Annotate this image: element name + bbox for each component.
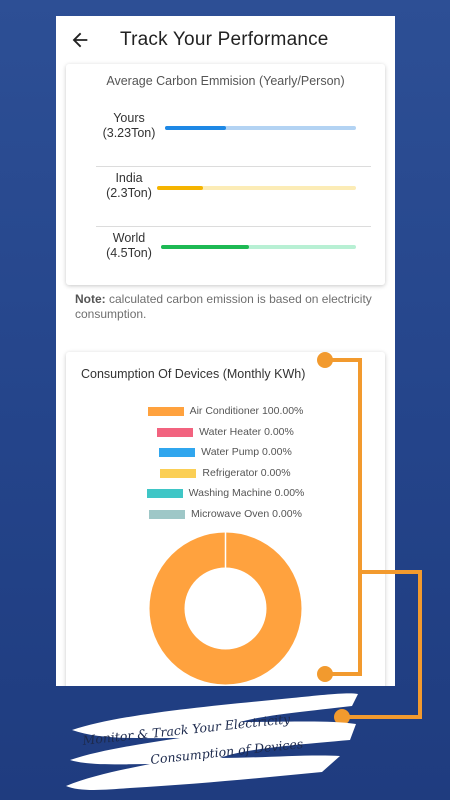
legend-item[interactable]: Water Pump 0.00% [66, 445, 385, 459]
emission-bar-fill [157, 186, 203, 190]
emission-row-yours: Yours (3.23Ton) [96, 106, 371, 167]
legend-swatch [149, 509, 186, 519]
connector-dot [317, 352, 333, 368]
legend-swatch [160, 468, 197, 478]
legend-swatch [157, 427, 194, 437]
app-bar: Track Your Performance [56, 16, 395, 66]
emission-bar [161, 245, 356, 249]
legend-label: Microwave Oven 0.00% [191, 508, 302, 520]
emission-bar-fill [165, 126, 227, 130]
legend-item[interactable]: Refrigerator 0.00% [66, 466, 385, 480]
emission-bar [157, 186, 356, 190]
emission-row-india: India (2.3Ton) [96, 166, 371, 227]
row-value: (4.5Ton) [106, 246, 152, 260]
connector-line [325, 358, 422, 719]
legend-label: Air Conditioner 100.00% [189, 405, 304, 417]
legend-label: Water Heater 0.00% [199, 426, 294, 438]
legend-label: Washing Machine 0.00% [188, 487, 305, 499]
legend-swatch [146, 488, 183, 498]
emission-bar-fill [161, 245, 249, 249]
arrow-left-icon [72, 32, 88, 48]
legend-swatch [159, 447, 196, 457]
donut-chart[interactable] [147, 530, 304, 686]
note-label: Note: [75, 292, 106, 306]
page-title: Track Your Performance [120, 29, 329, 50]
brush-shape [66, 693, 358, 790]
row-name: World [112, 231, 146, 245]
legend-item[interactable]: Water Heater 0.00% [66, 425, 385, 439]
row-name: India [115, 171, 143, 185]
row-label: Yours (3.23Ton) [96, 111, 162, 141]
connector-line [325, 572, 362, 676]
connector-dot [334, 709, 350, 725]
consumption-card: Consumption Of Devices (Monthly KWh) Air… [66, 352, 385, 686]
row-label: India (2.3Ton) [96, 171, 162, 201]
legend-label: Refrigerator 0.00% [202, 467, 291, 479]
chart-title: Consumption Of Devices (Monthly KWh) [81, 367, 306, 381]
emission-bar [165, 126, 356, 130]
back-button[interactable] [66, 26, 94, 54]
emission-row-world: World (4.5Ton) [96, 226, 371, 286]
card-title: Average Carbon Emmision (Yearly/Person) [106, 74, 345, 88]
connector-dot [317, 666, 333, 682]
row-value: (2.3Ton) [106, 186, 152, 200]
legend-item[interactable]: Air Conditioner 100.00% [66, 404, 385, 418]
note-body: calculated carbon emission is based on e… [75, 292, 372, 321]
row-value: (3.23Ton) [102, 126, 156, 140]
carbon-emission-card: Average Carbon Emmision (Yearly/Person) … [66, 64, 385, 285]
legend-item[interactable]: Washing Machine 0.00% [66, 486, 385, 500]
row-name: Yours [113, 111, 145, 125]
legend-label: Water Pump 0.00% [201, 446, 292, 458]
legend-swatch [147, 406, 184, 416]
phone-screen: Track Your Performance Average Carbon Em… [56, 16, 395, 686]
note-text: Note: calculated carbon emission is base… [75, 292, 375, 322]
brush-stroke-banner [66, 693, 358, 790]
row-label: World (4.5Ton) [96, 231, 162, 261]
legend-item[interactable]: Microwave Oven 0.00% [66, 507, 385, 521]
